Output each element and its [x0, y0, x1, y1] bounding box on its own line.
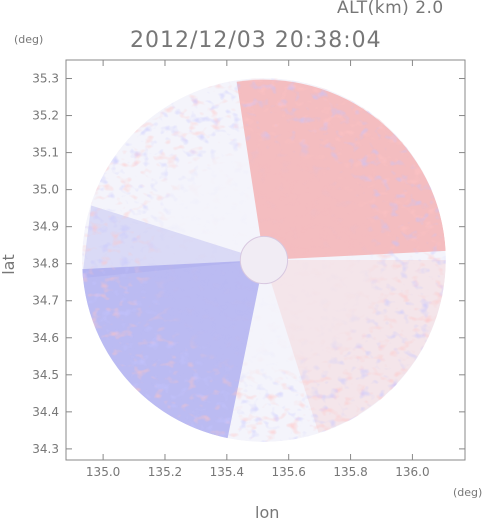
y-tick-label-5: 34.8 — [32, 257, 59, 271]
y-tick-label-0: 34.3 — [32, 442, 59, 456]
x-tick-label-0: 135.0 — [86, 465, 120, 479]
x-tick-label-4: 135.8 — [333, 465, 367, 479]
y-tick-label-3: 34.6 — [32, 331, 59, 345]
x-tick-label-5: 136.0 — [395, 465, 429, 479]
y-tick-label-2: 34.5 — [32, 368, 59, 382]
y-tick-label-9: 35.2 — [32, 109, 59, 123]
x-tick-label-2: 135.4 — [210, 465, 244, 479]
radar-data-disk — [82, 78, 446, 442]
x-tick-label-1: 135.2 — [148, 465, 182, 479]
y-tick-label-6: 34.9 — [32, 220, 59, 234]
y-tick-label-1: 34.4 — [32, 405, 59, 419]
x-axis-label: lon — [255, 503, 280, 522]
altitude-label: ALT(km) 2.0 — [337, 0, 444, 18]
axis-ticks: 135.0 135.2 135.4 135.6 135.8 136.0 34.3 34.4 34… — [32, 60, 465, 479]
y-tick-label-4: 34.7 — [32, 294, 59, 308]
x-tick-label-3: 135.6 — [272, 465, 306, 479]
y-unit-label: (deg) — [14, 33, 44, 46]
timestamp-title: 2012/12/03 20:38:04 — [130, 28, 382, 53]
y-tick-label-7: 35.0 — [32, 183, 59, 197]
x-unit-label: (deg) — [453, 486, 483, 499]
y-tick-label-10: 35.3 — [32, 72, 59, 86]
y-tick-label-8: 35.1 — [32, 146, 59, 160]
center-clutter — [239, 235, 289, 285]
plot-frame — [65, 59, 466, 461]
